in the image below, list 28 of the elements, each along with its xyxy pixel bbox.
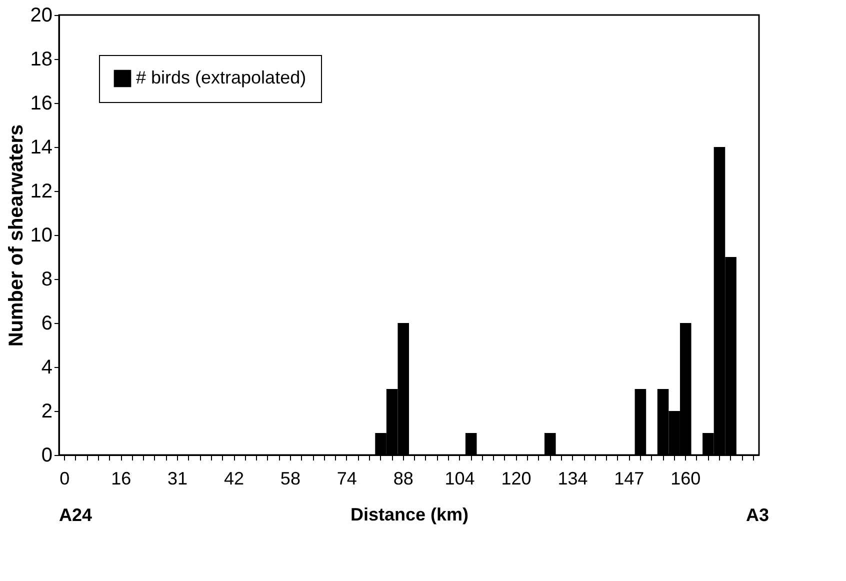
x-axis-title: Distance (km) — [350, 504, 469, 524]
x-tick-label: 16 — [111, 468, 132, 488]
y-tick-label: 20 — [30, 4, 52, 26]
text: A24 — [59, 505, 92, 525]
x-tick-label: 160 — [670, 468, 701, 488]
x-tick-label: 147 — [614, 468, 644, 488]
text: A3 — [746, 505, 769, 525]
x-tick-label: 74 — [336, 468, 357, 488]
x-tick-label: 31 — [168, 468, 188, 488]
y-tick-label: 14 — [30, 136, 52, 158]
x-tick-label: 58 — [280, 468, 300, 488]
x-tick-label: 42 — [224, 468, 244, 488]
legend-label: # birds (extrapolated) — [136, 68, 306, 88]
y-tick-label: 4 — [41, 356, 52, 378]
y-tick-label: 0 — [41, 444, 52, 466]
y-tick-label: 8 — [41, 268, 52, 290]
y-tick-label: 18 — [30, 48, 52, 70]
x-tick-label: 120 — [501, 468, 532, 488]
x-tick-label: 104 — [444, 468, 475, 488]
x-tick-label: 88 — [393, 468, 414, 488]
y-tick-label: 16 — [30, 92, 52, 114]
y-tick-label: 10 — [30, 224, 52, 246]
y-axis-title: Number of shearwaters — [5, 124, 28, 347]
y-tick-label: 12 — [30, 180, 52, 202]
x-tick-label: 0 — [60, 468, 70, 488]
x-tick-label: 134 — [558, 468, 588, 488]
y-tick-label: 2 — [41, 400, 52, 422]
y-tick-label: 6 — [41, 312, 52, 334]
